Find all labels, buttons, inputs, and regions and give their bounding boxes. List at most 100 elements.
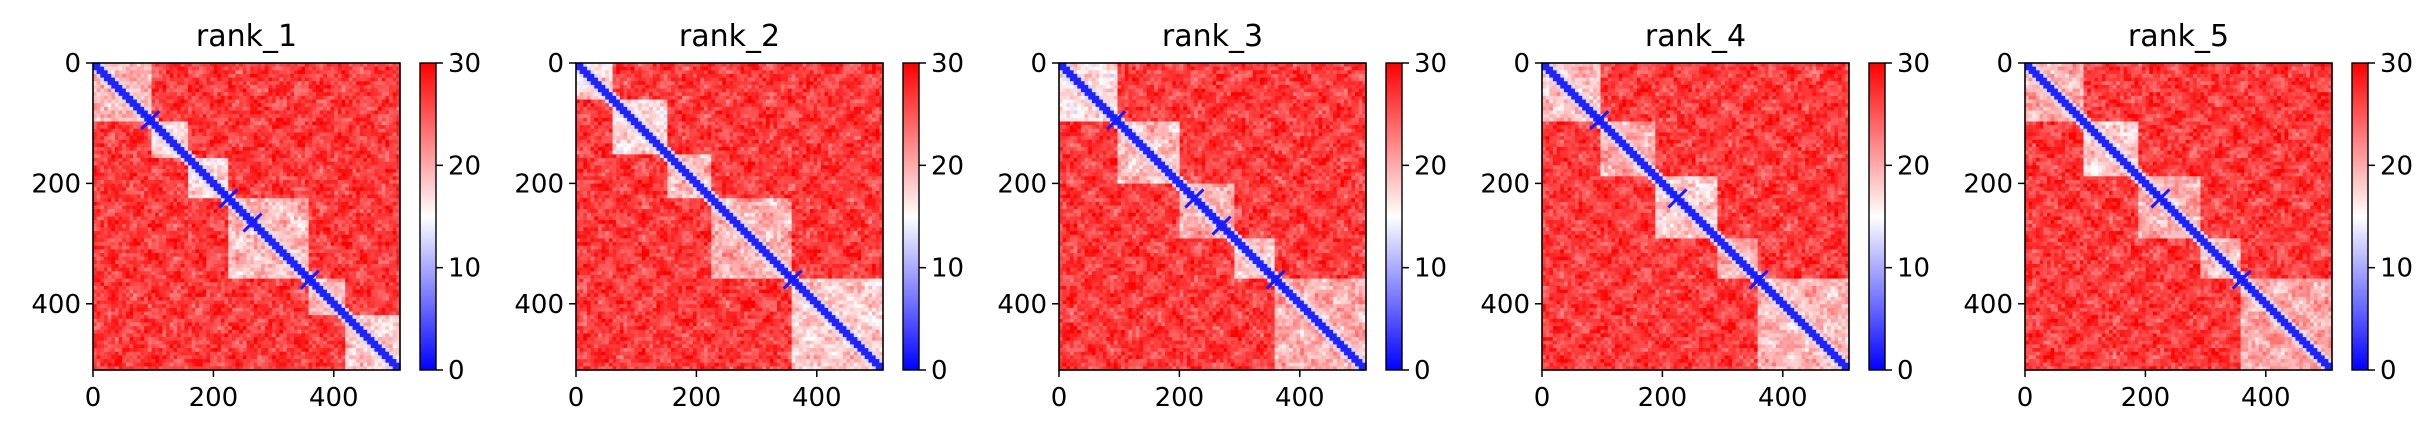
heatmap-cell [294, 176, 299, 181]
heatmap-cell [286, 154, 291, 159]
heatmap-cell [326, 256, 332, 261]
heatmap-cell [304, 165, 310, 170]
heatmap-cell [352, 190, 357, 196]
heatmap-cell [231, 128, 237, 134]
heatmap-cell [206, 128, 211, 134]
heatmap-cell [312, 136, 317, 141]
heatmap-cell [290, 161, 295, 166]
heatmap-cell [217, 128, 222, 134]
heatmap-cell [103, 216, 109, 221]
heatmap-cell [246, 168, 251, 174]
heatmap-cell [315, 242, 321, 247]
heatmap-cell [140, 147, 145, 152]
heatmap-cell [378, 231, 383, 236]
heatmap-cell [381, 205, 386, 210]
heatmap-cell [334, 242, 339, 247]
heatmap-cell [367, 139, 372, 144]
heatmap-cell [304, 158, 310, 163]
heatmap-cell [155, 267, 160, 272]
heatmap-cell [235, 66, 240, 71]
heatmap-cell [297, 198, 302, 203]
heatmap-cell [209, 198, 215, 203]
heatmap-cell [337, 201, 343, 207]
heatmap-cell [188, 66, 193, 71]
heatmap-cell [290, 77, 295, 82]
heatmap-cell [136, 212, 142, 218]
heatmap-cell [268, 183, 273, 188]
heatmap-cell [392, 143, 397, 148]
heatmap-cell [103, 110, 109, 115]
heatmap-cell [337, 143, 343, 148]
heatmap-cell [209, 165, 215, 170]
heatmap-cell [169, 66, 174, 71]
heatmap-cell [136, 99, 142, 104]
heatmap-cell [389, 176, 394, 181]
heatmap-cell [195, 92, 200, 97]
heatmap-cell [224, 238, 229, 243]
heatmap-cell [367, 77, 372, 82]
heatmap-cell [107, 249, 112, 254]
heatmap-cell [195, 209, 200, 214]
heatmap-cell [107, 253, 112, 258]
heatmap-cell [140, 227, 145, 232]
heatmap-cell [330, 103, 335, 108]
heatmap-cell [297, 231, 302, 236]
heatmap-cell [155, 88, 160, 93]
heatmap-cell [231, 242, 237, 247]
heatmap-cell [294, 264, 299, 269]
heatmap-cell [147, 264, 153, 269]
heatmap-cell [93, 242, 98, 247]
heatmap-cell [297, 187, 302, 192]
heatmap-cell [118, 172, 123, 177]
heatmap-cell [133, 139, 138, 144]
heatmap-cell [348, 128, 354, 134]
heatmap-cell [224, 143, 229, 148]
heatmap-cell [279, 256, 284, 261]
heatmap-cell [206, 147, 211, 152]
heatmap-cell [209, 73, 215, 79]
heatmap-cell [246, 201, 251, 207]
heatmap-cell [359, 136, 365, 141]
heatmap-cell [100, 198, 105, 203]
heatmap-cell [224, 223, 229, 229]
heatmap-cell [319, 198, 324, 203]
heatmap-cell [323, 121, 328, 126]
heatmap-cell [250, 143, 255, 148]
heatmap-cell [374, 231, 379, 236]
heatmap-cell [180, 220, 185, 225]
heatmap-cell [125, 161, 131, 166]
heatmap-cell [345, 271, 350, 276]
heatmap-cell [323, 212, 328, 218]
heatmap-cell [250, 132, 255, 137]
heatmap-cell [301, 256, 306, 261]
heatmap-cell [337, 256, 343, 261]
heatmap-cell [136, 103, 142, 108]
heatmap-cell [268, 271, 273, 276]
heatmap-cell [228, 227, 233, 232]
heatmap-cell [140, 95, 145, 101]
heatmap-cell [114, 158, 120, 163]
heatmap-cell [235, 103, 240, 108]
heatmap-cell [272, 253, 277, 258]
heatmap-cell [261, 274, 266, 280]
heatmap-cell [96, 271, 101, 276]
heatmap-cell [246, 63, 251, 68]
heatmap-cell [363, 209, 368, 214]
heatmap-cell [125, 238, 131, 243]
heatmap-cell [312, 128, 317, 134]
heatmap-cell [246, 99, 251, 104]
heatmap-cell [286, 70, 291, 75]
heatmap-cell [381, 88, 386, 93]
heatmap-cell [370, 88, 376, 93]
heatmap-cell [180, 205, 185, 210]
heatmap-cell [122, 245, 127, 250]
heatmap-cell [114, 274, 120, 280]
heatmap-cell [385, 194, 390, 199]
heatmap-cell [352, 88, 357, 93]
heatmap-cell [206, 125, 211, 130]
heatmap-cell [334, 63, 339, 68]
heatmap-cell [209, 249, 215, 254]
heatmap-cell [231, 165, 237, 170]
heatmap-cell [133, 274, 138, 280]
heatmap-cell [381, 73, 386, 79]
